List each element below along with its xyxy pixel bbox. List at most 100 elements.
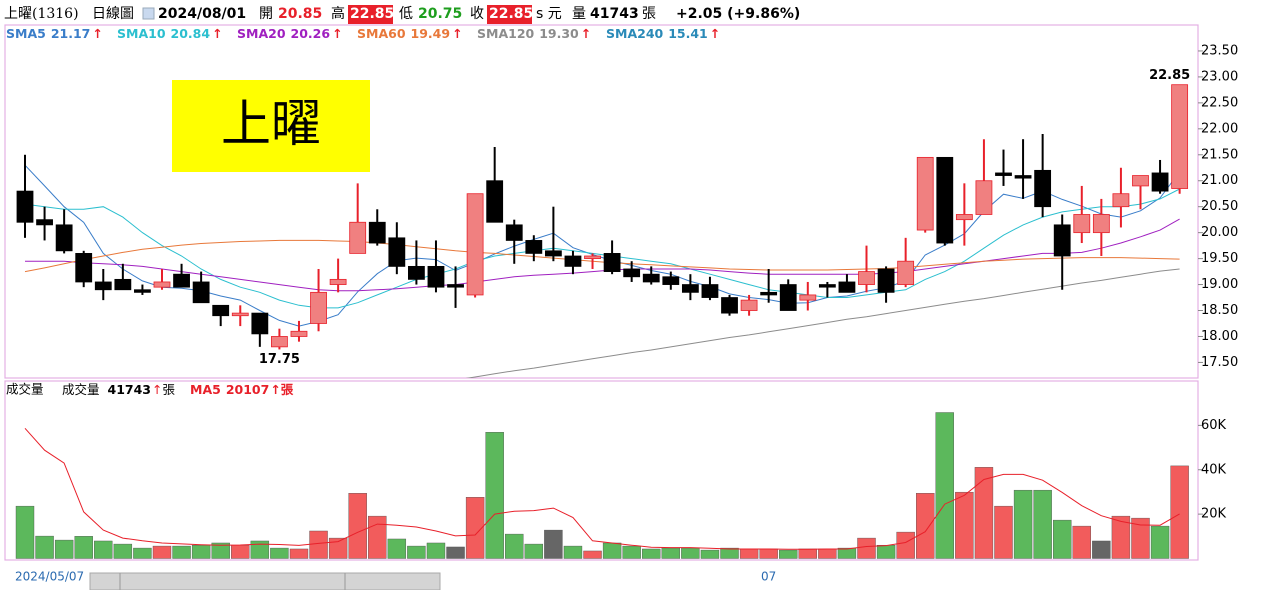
volume-bar <box>955 491 974 559</box>
legend-value: 41743 <box>108 382 152 397</box>
volume-bar <box>524 543 544 559</box>
volume-value: 41743 <box>590 6 639 22</box>
open-label: 開 <box>259 6 273 22</box>
legend-value: 19.49 <box>411 26 451 41</box>
legend-value: 20107 <box>226 382 270 397</box>
legend-value: 21.17 <box>51 26 91 41</box>
volume-bar <box>876 544 896 559</box>
legend-name: MA5 <box>190 382 221 397</box>
legend-entry: SMA5 21.17 ↑ <box>6 26 103 41</box>
legend-value: 20.26 <box>291 26 331 41</box>
candle-body <box>349 221 367 254</box>
legend-entry: SMA240 15.41 ↑ <box>606 26 720 41</box>
legend-entry: SMA10 20.84 ↑ <box>117 26 223 41</box>
volume-bar <box>681 547 700 559</box>
candle-body <box>271 336 288 348</box>
candle-body <box>36 219 53 226</box>
x-tick-label: 07 <box>761 570 776 584</box>
volume-bar <box>485 432 504 559</box>
close-label: 收 <box>470 6 484 22</box>
volume-bar <box>15 505 35 559</box>
badge-box <box>172 80 370 172</box>
ma-line <box>24 188 1180 309</box>
candle-body <box>114 278 132 291</box>
y-tick-label: 23.50 <box>1201 43 1238 58</box>
volume-bar <box>739 548 759 559</box>
y-tick-label: 19.50 <box>1201 251 1238 266</box>
volume-bar <box>407 545 426 559</box>
legend-arrow: ↑ <box>332 26 342 41</box>
legend-value: 15.41 <box>668 26 708 41</box>
candle-body <box>955 214 973 221</box>
unit: s 元 <box>536 6 562 22</box>
legend-name: 成交量 <box>62 382 100 397</box>
y-tick-label: 19.00 <box>1201 277 1238 292</box>
volume-bar <box>250 540 270 559</box>
candle-body <box>368 221 386 244</box>
volume-bar <box>1072 525 1091 559</box>
open-value: 20.85 <box>278 6 322 22</box>
low-label: 低 <box>399 6 413 22</box>
candle-body <box>584 255 601 260</box>
candle-body <box>407 265 425 280</box>
scrollbar[interactable] <box>89 572 441 590</box>
volume-bar <box>563 545 583 559</box>
candle-body <box>388 237 406 267</box>
legend-name: SMA20 <box>237 26 286 41</box>
candle-body <box>1112 193 1130 208</box>
legend-value: 19.30 <box>539 26 579 41</box>
candle-body <box>173 273 190 288</box>
candle-body <box>779 284 797 311</box>
ma-line <box>24 427 1180 550</box>
candle-body <box>310 291 327 324</box>
volume-bar <box>798 548 817 559</box>
volume-label: 量 <box>572 6 586 22</box>
volume-bar <box>779 549 798 559</box>
candle-body <box>799 294 817 301</box>
volume-unit: 張 <box>642 6 656 22</box>
candle-body <box>936 156 954 244</box>
volume-bar <box>133 547 152 559</box>
volume-bar <box>348 493 367 559</box>
candle-body <box>818 284 836 288</box>
badge: 上曜 <box>221 95 321 153</box>
volume-bar <box>1092 540 1111 559</box>
candle-body <box>975 180 993 215</box>
volume-bar <box>387 538 407 559</box>
candle-body <box>642 273 660 283</box>
volume-bar <box>35 535 54 559</box>
candle-body <box>995 172 1012 176</box>
volume-bar <box>328 537 348 559</box>
candle-body <box>1151 172 1169 192</box>
candle-body <box>858 271 875 285</box>
volume-bar <box>544 529 563 559</box>
y-tick-label: 20.00 <box>1201 225 1238 240</box>
candle-body <box>1092 214 1110 234</box>
volume-bar <box>172 545 191 559</box>
volume-bar <box>935 412 954 559</box>
volume-bar <box>191 544 211 559</box>
low-value: 20.75 <box>418 6 462 22</box>
candle-body <box>623 268 641 278</box>
candle-body <box>721 297 738 314</box>
candle-body <box>505 224 523 241</box>
checkbox[interactable] <box>142 7 155 20</box>
legend-unit: 張 <box>163 382 176 397</box>
candle-body <box>251 312 269 335</box>
volume-bar <box>113 543 133 559</box>
change: +2.05 (+9.86%) <box>676 6 800 22</box>
high-label: 22.85 <box>1149 68 1190 83</box>
candle-body <box>662 276 680 285</box>
volume-bar <box>426 542 446 559</box>
volume-bar <box>661 547 681 559</box>
volume-panel-label: 成交量 <box>6 382 44 397</box>
price-plot <box>16 84 1189 378</box>
candle-body <box>192 281 210 304</box>
volume-bar <box>896 531 915 559</box>
legend-entry: SMA20 20.26 ↑ <box>237 26 343 41</box>
candle-body <box>838 281 856 293</box>
high-value: 22.85 <box>350 6 394 22</box>
volume-bar <box>270 547 289 559</box>
volume-bar <box>642 548 661 559</box>
candle-body <box>1034 169 1052 208</box>
